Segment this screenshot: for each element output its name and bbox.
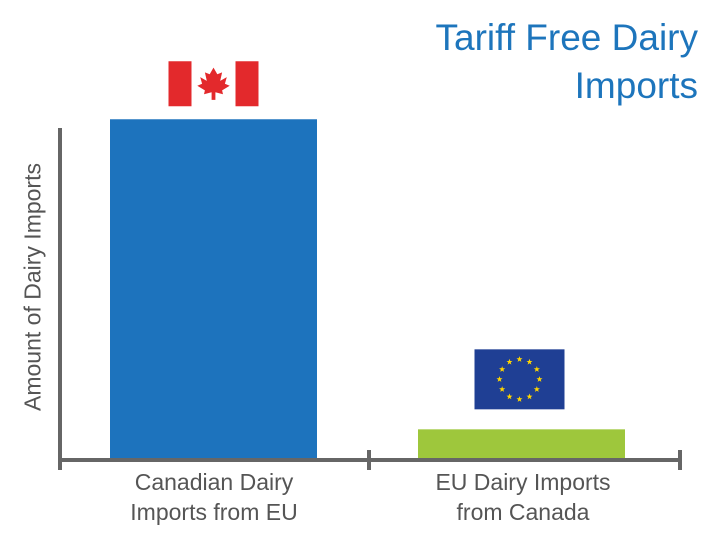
x-tick-label-line-2: from Canada [456,499,590,525]
eu-star-icon [526,393,533,400]
eu-star-icon [536,376,543,382]
x-axis-ticks [367,450,682,470]
y-axis-label: Amount of Dairy Imports [19,163,46,411]
axes-group [58,128,682,470]
eu-flag-icon [474,349,565,410]
x-tick-label-canadian-dairy: Canadian Dairy Imports from EU [94,467,334,527]
maple-leaf-icon [197,67,230,100]
bar-eu-dairy [418,429,625,460]
flags-group [168,61,565,410]
bar-canadian-dairy [110,119,317,460]
x-tick-label-line-2: Imports from EU [130,499,298,525]
eu-star-icon [526,358,533,365]
x-tick-label-line-1: EU Dairy Imports [435,469,611,495]
eu-star-icon [499,386,506,392]
eu-star-icon [516,356,523,362]
eu-star-icon [506,358,513,365]
canada-flag-icon [168,61,259,107]
bars-group [110,119,625,460]
eu-star-icon [533,386,540,392]
eu-star-icon [516,396,523,402]
chart-title-line-2: Imports [574,65,698,106]
eu-star-icon [496,376,503,382]
x-tick-label-line-1: Canadian Dairy [134,469,294,495]
eu-star-icon [499,366,506,372]
eu-star-icon [533,366,540,372]
eu-star-icon [506,393,513,400]
chart-title-line-1: Tariff Free Dairy [435,17,699,58]
x-tick-label-eu-dairy: EU Dairy Imports from Canada [403,467,643,527]
